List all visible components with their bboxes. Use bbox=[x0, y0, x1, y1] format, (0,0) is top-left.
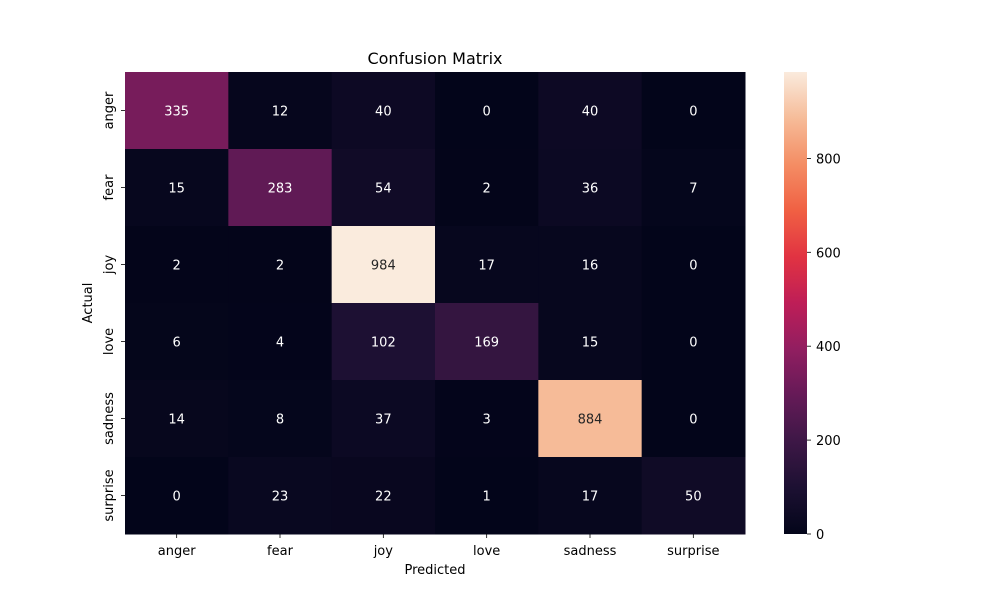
colorbar-tick-label-400: 400 bbox=[816, 340, 841, 355]
heatmap-cell-anger-surprise bbox=[641, 72, 746, 150]
cell-value-joy-surprise: 0 bbox=[689, 259, 697, 274]
heatmap-cell-joy-joy bbox=[331, 226, 436, 304]
cell-value-anger-anger: 335 bbox=[164, 105, 189, 120]
heatmap-cell-surprise-anger bbox=[125, 457, 229, 535]
cell-value-joy-sadness: 16 bbox=[582, 259, 599, 274]
heatmap-cell-surprise-love bbox=[435, 457, 539, 535]
heatmap-cell-love-surprise bbox=[641, 303, 746, 381]
y-tick-label-joy: joy bbox=[102, 255, 117, 276]
heatmap-cell-surprise-joy bbox=[331, 457, 436, 535]
x-tick-label-joy: joy bbox=[373, 544, 394, 559]
colorbar-tick-label-600: 600 bbox=[816, 246, 841, 261]
heatmap-cell-joy-love bbox=[435, 226, 539, 304]
cell-value-anger-surprise: 0 bbox=[689, 105, 697, 120]
heatmap-cell-sadness-fear bbox=[228, 380, 333, 458]
cell-value-fear-surprise: 7 bbox=[689, 182, 697, 197]
heatmap-cell-sadness-surprise bbox=[641, 380, 746, 458]
y-tick-label-anger: anger bbox=[102, 91, 117, 129]
x-axis-ticks: anger fear joy love sadness surprise bbox=[158, 534, 720, 559]
heatmap-cell-fear-sadness bbox=[538, 149, 643, 227]
cell-value-love-love: 169 bbox=[474, 336, 499, 351]
cell-value-love-fear: 4 bbox=[276, 336, 284, 351]
cell-value-love-sadness: 15 bbox=[582, 336, 599, 351]
cell-value-sadness-surprise: 0 bbox=[689, 413, 697, 428]
x-tick-label-sadness: sadness bbox=[564, 544, 617, 559]
cell-value-surprise-surprise: 50 bbox=[685, 490, 702, 505]
cell-value-sadness-fear: 8 bbox=[276, 413, 284, 428]
cell-value-fear-joy: 54 bbox=[375, 182, 392, 197]
x-tick-label-surprise: surprise bbox=[667, 544, 719, 559]
cell-value-joy-fear: 2 bbox=[276, 259, 284, 274]
cell-value-surprise-joy: 22 bbox=[375, 490, 392, 505]
heatmap-cell-fear-love bbox=[435, 149, 539, 227]
heatmap-cell-fear-anger bbox=[125, 149, 229, 227]
heatmap-cell-fear-fear bbox=[228, 149, 333, 227]
cell-value-surprise-love: 1 bbox=[483, 490, 491, 505]
x-tick-label-fear: fear bbox=[267, 544, 294, 559]
y-axis-ticks: anger fear joy love sadness surprise bbox=[102, 91, 125, 522]
heatmap-cell-fear-joy bbox=[331, 149, 436, 227]
heatmap-cell-love-fear bbox=[228, 303, 333, 381]
heatmap-cell-joy-anger bbox=[125, 226, 229, 304]
y-tick-label-surprise: surprise bbox=[102, 469, 117, 521]
heatmap-cell-fear-surprise bbox=[641, 149, 746, 227]
cell-value-joy-joy: 984 bbox=[371, 259, 396, 274]
cell-value-joy-anger: 2 bbox=[173, 259, 181, 274]
cell-value-sadness-anger: 14 bbox=[168, 413, 185, 428]
heatmap-cell-love-love bbox=[435, 303, 539, 381]
cell-value-fear-love: 2 bbox=[483, 182, 491, 197]
heatmap-cell-love-sadness bbox=[538, 303, 643, 381]
cell-value-anger-love: 0 bbox=[483, 105, 491, 120]
cell-value-sadness-joy: 37 bbox=[375, 413, 392, 428]
cell-value-fear-anger: 15 bbox=[168, 182, 185, 197]
cell-value-surprise-anger: 0 bbox=[173, 490, 181, 505]
heatmap-cell-sadness-love bbox=[435, 380, 539, 458]
x-tick-label-love: love bbox=[473, 544, 500, 559]
heatmap-cell-surprise-fear bbox=[228, 457, 333, 535]
heatmap-cells: 335 12 40 0 40 015 283 54 2 36 72 2 984 17 16 06 4 102 169… bbox=[125, 72, 746, 535]
heatmap-cell-anger-fear bbox=[228, 72, 333, 150]
colorbar-tick-label-800: 800 bbox=[816, 152, 841, 167]
cell-value-anger-sadness: 40 bbox=[582, 105, 599, 120]
heatmap-cell-love-anger bbox=[125, 303, 229, 381]
heatmap-cell-surprise-surprise bbox=[641, 457, 746, 535]
heatmap-cell-anger-sadness bbox=[538, 72, 643, 150]
heatmap-cell-anger-joy bbox=[331, 72, 436, 150]
x-tick-label-anger: anger bbox=[158, 544, 196, 559]
heatmap-cell-anger-anger bbox=[125, 72, 229, 150]
heatmap-cell-joy-fear bbox=[228, 226, 333, 304]
cell-value-surprise-fear: 23 bbox=[272, 490, 289, 505]
cell-value-surprise-sadness: 17 bbox=[582, 490, 599, 505]
heatmap-cell-sadness-sadness bbox=[538, 380, 643, 458]
cell-value-love-joy: 102 bbox=[371, 336, 396, 351]
heatmap-cell-joy-surprise bbox=[641, 226, 746, 304]
y-tick-label-fear: fear bbox=[102, 174, 117, 201]
heatmap-cell-sadness-anger bbox=[125, 380, 229, 458]
cell-value-love-surprise: 0 bbox=[689, 336, 697, 351]
y-axis-label: Actual bbox=[81, 283, 96, 324]
heatmap-cell-anger-love bbox=[435, 72, 539, 150]
cell-value-joy-love: 17 bbox=[478, 259, 495, 274]
cell-value-love-anger: 6 bbox=[173, 336, 181, 351]
cell-value-fear-sadness: 36 bbox=[582, 182, 599, 197]
cell-value-anger-joy: 40 bbox=[375, 105, 392, 120]
colorbar-gradient bbox=[784, 72, 807, 534]
cell-value-fear-fear: 283 bbox=[268, 182, 293, 197]
cell-value-sadness-sadness: 884 bbox=[578, 413, 603, 428]
colorbar: 0 200 400 600 800 bbox=[784, 72, 841, 543]
x-axis-label: Predicted bbox=[404, 563, 465, 578]
chart-title: Confusion Matrix bbox=[367, 49, 502, 68]
colorbar-tick-label-0: 0 bbox=[816, 528, 824, 543]
heatmap-cell-joy-sadness bbox=[538, 226, 643, 304]
y-tick-label-love: love bbox=[102, 328, 117, 355]
heatmap-cell-love-joy bbox=[331, 303, 436, 381]
cell-value-anger-fear: 12 bbox=[272, 105, 289, 120]
y-tick-label-sadness: sadness bbox=[102, 392, 117, 445]
colorbar-tick-label-200: 200 bbox=[816, 434, 841, 449]
cell-value-sadness-love: 3 bbox=[483, 413, 491, 428]
heatmap-cell-surprise-sadness bbox=[538, 457, 643, 535]
heatmap-cell-sadness-joy bbox=[331, 380, 436, 458]
